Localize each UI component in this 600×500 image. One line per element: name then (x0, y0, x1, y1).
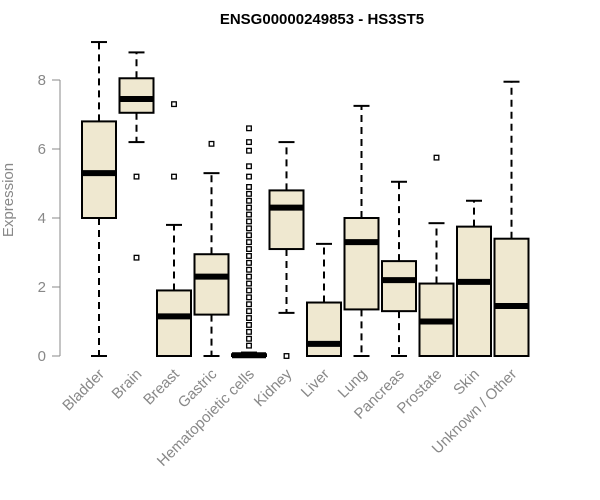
y-axis-label: Expression (0, 163, 17, 237)
y-axis: 0 2 4 6 8 (38, 72, 61, 365)
outlier-point (246, 315, 252, 321)
box (118, 77, 155, 114)
outlier-point (433, 154, 440, 161)
outlier-point (246, 342, 252, 349)
outlier-point (246, 163, 252, 170)
box (81, 120, 117, 219)
outlier-point (246, 294, 252, 301)
outlier-point (246, 125, 252, 132)
outlier-point (246, 211, 252, 218)
outlier-point (171, 101, 177, 108)
box-group (456, 199, 492, 357)
box (456, 225, 492, 357)
outlier-point (246, 183, 252, 190)
outlier-point (246, 232, 252, 239)
outlier-point (246, 252, 252, 259)
outlier-point (246, 287, 252, 294)
box-layer (81, 41, 530, 359)
box-group (156, 101, 192, 358)
outlier-point (246, 197, 252, 204)
outlier-point (246, 173, 252, 180)
category-label: Kidney (251, 365, 296, 410)
box (306, 301, 342, 357)
outlier-point (246, 225, 252, 232)
outlier-point (246, 273, 252, 280)
category-label: Bladder (59, 366, 108, 415)
outlier-point (246, 259, 252, 266)
box-group (306, 242, 342, 357)
outlier-point (246, 246, 252, 252)
box-group (118, 51, 155, 261)
outlier-point (246, 301, 252, 308)
box (381, 260, 417, 313)
outlier-point (246, 328, 252, 335)
y-tick-label: 4 (38, 210, 46, 227)
outlier-point (246, 321, 252, 328)
box-group (231, 125, 267, 359)
box-group (268, 141, 305, 359)
y-tick-label: 6 (38, 141, 46, 158)
y-tick-label: 0 (38, 348, 46, 365)
outlier-point (133, 254, 140, 261)
outlier-point (246, 218, 252, 225)
category-label: Skin (450, 366, 483, 399)
box-group (81, 41, 117, 357)
outlier-point (246, 204, 252, 211)
outlier-point (246, 147, 252, 154)
box (493, 237, 530, 357)
box-group (381, 180, 417, 357)
box (156, 289, 192, 358)
box-group (493, 80, 530, 357)
box (268, 189, 305, 251)
outlier-point (246, 335, 252, 342)
y-tick-label: 8 (38, 72, 46, 89)
outlier-point (283, 353, 290, 359)
outlier-point (133, 173, 140, 180)
outlier-point (246, 280, 252, 287)
category-label: Liver (298, 366, 333, 401)
outlier-point (171, 173, 177, 180)
outlier-point (246, 266, 252, 273)
y-tick-label: 2 (38, 279, 46, 296)
outlier-point (246, 308, 252, 315)
box (193, 253, 230, 316)
outlier-point (246, 139, 252, 146)
box-group (418, 154, 455, 357)
chart-title: ENSG00000249853 - HS3ST5 (220, 11, 424, 28)
box-group (343, 104, 380, 357)
box-group (193, 140, 230, 357)
outlier-point (246, 239, 252, 246)
outlier-point (208, 140, 215, 147)
outlier-point (246, 190, 252, 197)
box (343, 217, 380, 311)
